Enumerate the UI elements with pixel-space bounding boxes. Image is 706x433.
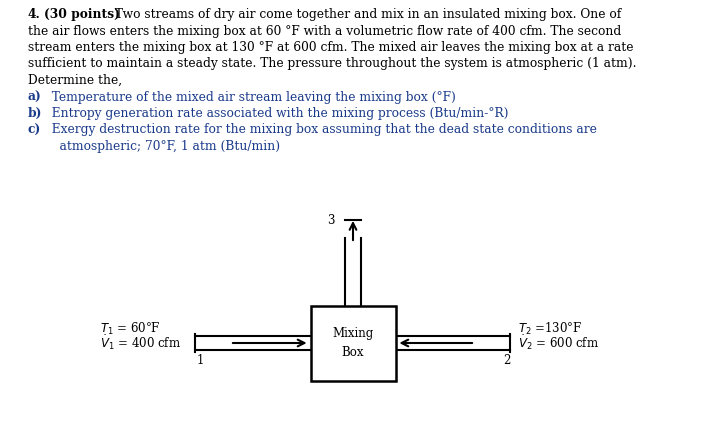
Text: 2: 2 xyxy=(503,355,510,368)
Text: $\mathit{\dot{V}}_1$ = 400 cfm: $\mathit{\dot{V}}_1$ = 400 cfm xyxy=(100,334,181,352)
Text: 3: 3 xyxy=(328,213,335,226)
Text: c): c) xyxy=(28,123,41,136)
Text: $\mathit{\dot{V}}_2$ = 600 cfm: $\mathit{\dot{V}}_2$ = 600 cfm xyxy=(518,334,599,352)
Text: 1: 1 xyxy=(196,355,204,368)
Text: $\mathit{T}_2$ =130°F: $\mathit{T}_2$ =130°F xyxy=(518,321,582,337)
Text: Box: Box xyxy=(342,346,364,359)
Text: Entropy generation rate associated with the mixing process (Btu/min-°R): Entropy generation rate associated with … xyxy=(44,107,508,120)
Text: 4.: 4. xyxy=(28,8,41,21)
Text: the air flows enters the mixing box at 60 °F with a volumetric flow rate of 400 : the air flows enters the mixing box at 6… xyxy=(28,25,621,38)
Text: a): a) xyxy=(28,90,42,103)
Text: stream enters the mixing box at 130 °F at 600 cfm. The mixed air leaves the mixi: stream enters the mixing box at 130 °F a… xyxy=(28,41,633,54)
Text: Temperature of the mixed air stream leaving the mixing box (°F): Temperature of the mixed air stream leav… xyxy=(44,90,456,103)
Text: Mixing: Mixing xyxy=(333,327,373,340)
Text: b): b) xyxy=(28,107,42,120)
Text: $\mathit{T}_1$ = 60°F: $\mathit{T}_1$ = 60°F xyxy=(100,321,161,337)
Text: Exergy destruction rate for the mixing box assuming that the dead state conditio: Exergy destruction rate for the mixing b… xyxy=(44,123,597,136)
Text: Determine the,: Determine the, xyxy=(28,74,122,87)
Text: (30 points): (30 points) xyxy=(44,8,120,21)
Bar xyxy=(311,306,395,381)
Text: sufficient to maintain a steady state. The pressure throughout the system is atm: sufficient to maintain a steady state. T… xyxy=(28,58,637,71)
Text: atmospheric; 70°F, 1 atm (Btu/min): atmospheric; 70°F, 1 atm (Btu/min) xyxy=(44,140,280,153)
Text: Two streams of dry air come together and mix in an insulated mixing box. One of: Two streams of dry air come together and… xyxy=(111,8,621,21)
